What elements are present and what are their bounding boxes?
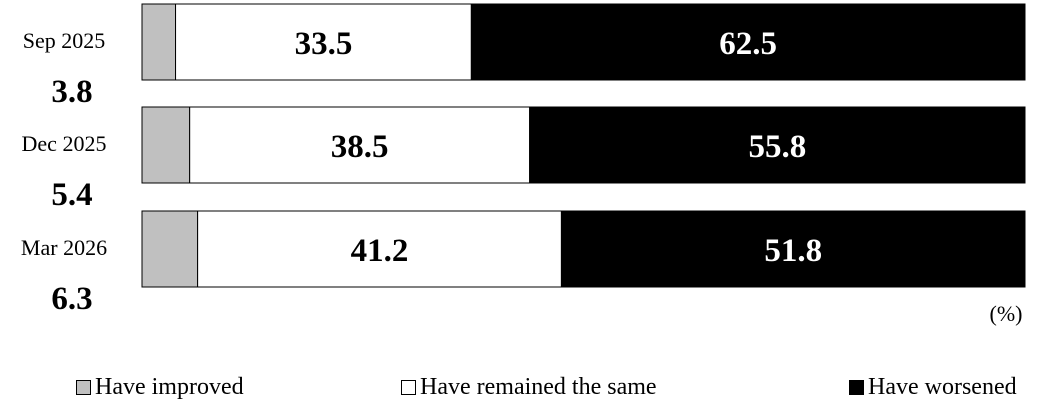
data-label: 62.5	[719, 26, 777, 62]
category-label: Dec 2025	[22, 131, 107, 156]
legend-item-worsened: Have worsened	[849, 374, 1017, 401]
bar-segment	[470, 3, 1026, 81]
bar-segment	[189, 106, 531, 184]
category-value: 5.4	[51, 177, 92, 213]
legend-item-same: Have remained the same	[401, 374, 657, 401]
bar-segment	[560, 210, 1026, 288]
bar-segment	[197, 210, 562, 288]
data-label: 55.8	[748, 129, 806, 165]
data-label: 51.8	[764, 233, 822, 269]
legend-label-same: Have remained the same	[420, 374, 657, 400]
bar-segment	[175, 3, 472, 81]
legend-label-improved: Have improved	[95, 374, 244, 400]
bar-segment	[141, 210, 199, 288]
data-label: 41.2	[351, 233, 409, 269]
category-value: 3.8	[51, 74, 92, 110]
category-label: Sep 2025	[23, 28, 106, 53]
unit-label: (%)	[990, 301, 1023, 326]
legend-swatch-same	[401, 380, 416, 395]
legend-item-improved: Have improved	[76, 374, 244, 401]
category-value: 6.3	[51, 281, 92, 317]
legend-swatch-worsened	[849, 380, 864, 395]
legend-swatch-improved	[76, 380, 91, 395]
bar-segment	[529, 106, 1026, 184]
stacked-bar-chart: Sep 2025 3.8 33.5 62.5 Dec 2025 5.4 38.5 55.8 Ma…	[21, 3, 1026, 326]
data-label: 33.5	[295, 26, 353, 62]
bar-segment	[141, 106, 191, 184]
legend-label-worsened: Have worsened	[868, 374, 1017, 400]
data-label: 38.5	[331, 129, 389, 165]
bar-segment	[141, 3, 177, 81]
category-label: Mar 2026	[21, 235, 107, 260]
legend: Have improved Have remained the same Hav…	[0, 374, 1057, 404]
